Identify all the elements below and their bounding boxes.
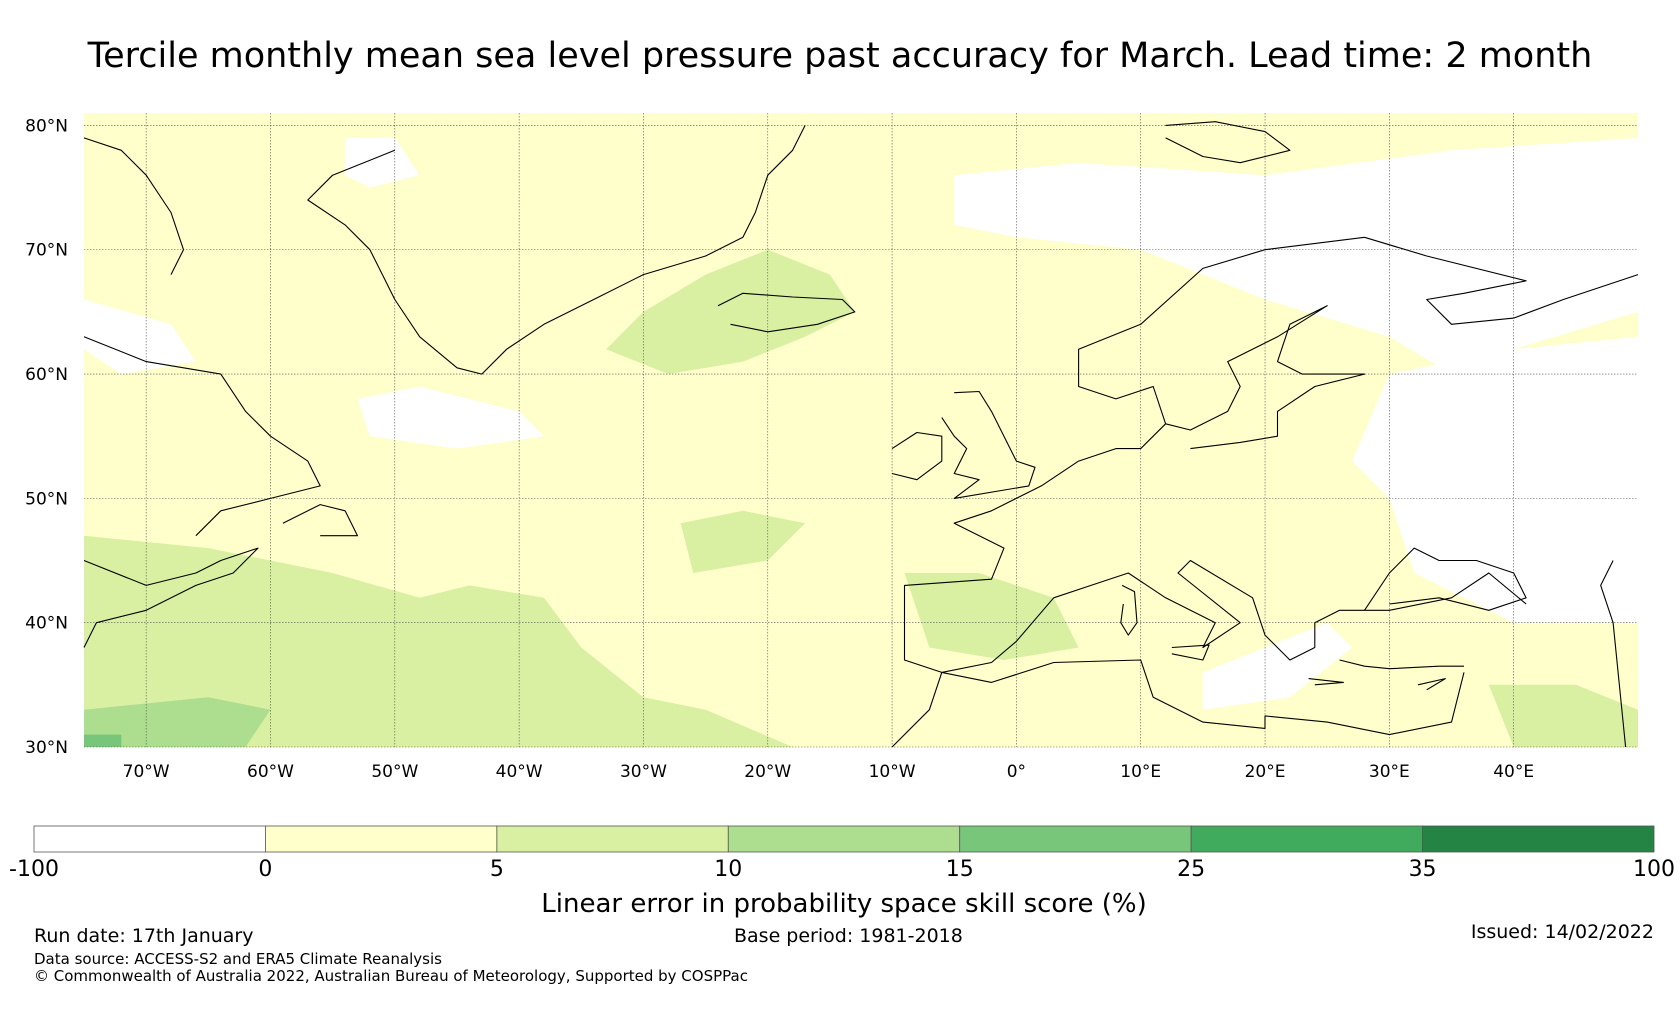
coastline bbox=[83, 547, 259, 648]
axis-tick-labels: 80°N 70°N 60°N 50°N 40°N 30°N 70°W 60°W 50°W 40°W… bbox=[25, 116, 1534, 782]
coastline bbox=[307, 125, 806, 375]
lon-tick-label: 0° bbox=[1007, 762, 1026, 782]
coastline bbox=[891, 659, 1465, 748]
lat-tick-label: 30°N bbox=[25, 738, 68, 758]
colorbar-tick-label: 0 bbox=[258, 857, 272, 882]
lat-tick-label: 60°N bbox=[25, 365, 68, 385]
colorbar-bin bbox=[1422, 825, 1655, 853]
coastline bbox=[1364, 547, 1527, 611]
skill-region bbox=[357, 386, 544, 449]
skill-region bbox=[84, 697, 271, 747]
colorbar-tick-label: 10 bbox=[714, 857, 742, 882]
colorbar-tick-label: 100 bbox=[1633, 857, 1675, 882]
lon-tick-label: 20°W bbox=[744, 762, 791, 782]
coastline bbox=[903, 236, 1527, 673]
lat-tick-label: 40°N bbox=[25, 614, 68, 634]
skill-region bbox=[606, 249, 855, 375]
skill-regions bbox=[84, 113, 1638, 747]
coastline bbox=[282, 504, 359, 537]
colorbar-tick-label: 35 bbox=[1409, 857, 1437, 882]
colorbar-bin bbox=[496, 825, 729, 853]
colorbar-tick-label: 5 bbox=[490, 857, 504, 882]
coastline bbox=[1364, 236, 1639, 325]
issued-date: Issued: 14/02/2022 bbox=[1470, 921, 1654, 943]
colorbar-tick-label: -100 bbox=[9, 857, 59, 882]
colorbar-bin bbox=[959, 825, 1192, 853]
colorbar-bin bbox=[1190, 825, 1423, 853]
coastline bbox=[83, 137, 185, 275]
lon-tick-label: 70°W bbox=[123, 762, 170, 782]
lon-tick-label: 50°W bbox=[371, 762, 418, 782]
lon-tick-label: 40°E bbox=[1493, 762, 1534, 782]
coastline bbox=[1308, 678, 1344, 686]
coastline bbox=[1417, 678, 1446, 691]
skill-region bbox=[345, 137, 420, 188]
lat-tick-label: 70°N bbox=[25, 241, 68, 261]
lat-tick-label: 50°N bbox=[25, 489, 68, 509]
colorbar-bin bbox=[727, 825, 961, 853]
data-source: Data source: ACCESS-S2 and ERA5 Climate … bbox=[34, 950, 442, 968]
colorbar-label: Linear error in probability space skill … bbox=[541, 889, 1146, 919]
lon-tick-label: 20°E bbox=[1245, 762, 1286, 782]
base-period: Base period: 1981-2018 bbox=[734, 925, 963, 947]
coastline bbox=[1165, 121, 1291, 164]
skill-region bbox=[904, 573, 1079, 660]
colorbar-bin bbox=[265, 825, 498, 853]
skill-region bbox=[680, 510, 806, 573]
coastline bbox=[1339, 659, 1464, 670]
skill-region bbox=[84, 299, 196, 375]
coastline bbox=[1165, 305, 1366, 450]
skill-region bbox=[84, 734, 122, 747]
skill-region bbox=[84, 535, 793, 747]
copyright: © Commonwealth of Australia 2022, Austra… bbox=[34, 967, 748, 985]
lon-tick-label: 40°W bbox=[496, 762, 543, 782]
skill-region bbox=[1488, 684, 1638, 747]
coastline bbox=[1171, 644, 1210, 661]
skill-region bbox=[954, 137, 1638, 375]
colorbar-tick-label: 25 bbox=[1177, 857, 1205, 882]
coastline bbox=[1120, 584, 1138, 636]
lon-tick-label: 30°E bbox=[1369, 762, 1410, 782]
graticule bbox=[84, 113, 1638, 748]
colorbar-tick-label: 15 bbox=[946, 857, 974, 882]
coastline bbox=[941, 390, 1036, 499]
coastline bbox=[891, 431, 943, 481]
lon-tick-label: 60°W bbox=[247, 762, 294, 782]
coastline bbox=[83, 336, 321, 537]
run-date: Run date: 17th January bbox=[34, 925, 254, 947]
lon-tick-label: 10°W bbox=[869, 762, 916, 782]
coastline bbox=[1600, 560, 1627, 748]
coastline bbox=[717, 292, 856, 333]
coastlines bbox=[83, 121, 1639, 748]
skill-region bbox=[1352, 336, 1638, 623]
lon-tick-label: 10°E bbox=[1120, 762, 1161, 782]
page-title: Tercile monthly mean sea level pressure … bbox=[87, 36, 1593, 76]
lon-tick-label: 30°W bbox=[620, 762, 667, 782]
colorbar-bin bbox=[33, 825, 266, 853]
lat-tick-label: 80°N bbox=[25, 116, 68, 136]
colorbar: -100 0 5 10 15 25 35 100 Linear error in probabi… bbox=[9, 825, 1675, 919]
